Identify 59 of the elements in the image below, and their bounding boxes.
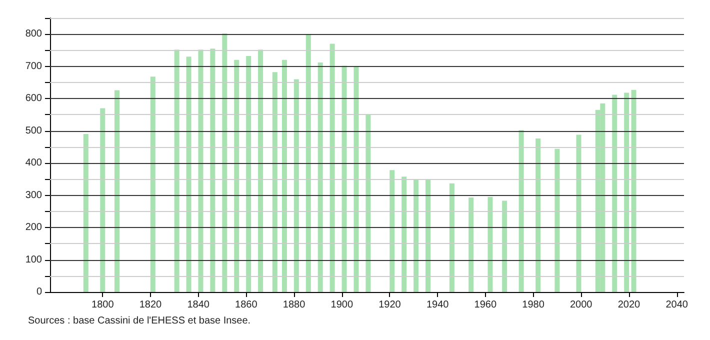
- y-tick-label: 0: [36, 286, 42, 298]
- y-tick-label: 700: [25, 60, 42, 72]
- bar: [414, 179, 419, 292]
- x-tick-label: 1880: [282, 300, 306, 310]
- bar: [536, 138, 541, 292]
- bar: [210, 48, 216, 292]
- bar: [294, 79, 299, 292]
- bar: [468, 198, 474, 292]
- bar: [402, 176, 407, 292]
- bar: [554, 148, 560, 292]
- x-tick-label: 2040: [666, 300, 688, 310]
- bar: [282, 60, 287, 292]
- y-tick-label: 200: [25, 222, 42, 234]
- bar: [390, 170, 395, 292]
- bar: [246, 56, 252, 292]
- bar: [222, 33, 228, 292]
- x-tick-label: 1920: [378, 300, 402, 310]
- x-tick-label: 2020: [618, 300, 641, 310]
- x-tick-label: 1860: [235, 300, 258, 310]
- bar: [318, 62, 323, 292]
- bar: [631, 90, 636, 292]
- x-tick-label: 1940: [426, 300, 450, 310]
- bar: [330, 44, 335, 292]
- bar: [342, 66, 347, 292]
- x-tick-label: 1800: [92, 300, 114, 310]
- bar: [576, 134, 582, 292]
- y-tick-label: 100: [25, 254, 42, 266]
- x-tick-label: 2000: [570, 300, 593, 310]
- bar: [83, 134, 88, 292]
- y-tick-label: 800: [25, 28, 42, 40]
- bar: [488, 196, 493, 292]
- y-tick-label: 600: [25, 93, 42, 104]
- bar: [198, 50, 204, 292]
- bar: [426, 179, 431, 292]
- bar: [100, 108, 106, 292]
- y-tick-label: 500: [25, 125, 42, 136]
- y-tick-label: 400: [25, 158, 42, 169]
- x-tick-label: 1900: [330, 300, 354, 310]
- bar: [174, 50, 180, 292]
- bar: [234, 60, 240, 292]
- bar: [258, 50, 264, 292]
- bar: [114, 90, 120, 292]
- x-tick-label: 1820: [139, 300, 162, 310]
- x-tick-label: 1980: [522, 300, 545, 310]
- bar: [518, 130, 524, 292]
- bar: [502, 200, 508, 292]
- y-tick-label: 300: [25, 190, 42, 201]
- bar: [449, 183, 454, 292]
- bar: [612, 94, 618, 292]
- bar: [306, 34, 311, 292]
- bar: [366, 114, 371, 292]
- bar: [150, 76, 156, 292]
- bar: [624, 92, 630, 292]
- bar: [186, 56, 192, 292]
- x-tick-label: 1840: [187, 300, 210, 310]
- bar: [272, 72, 278, 292]
- source-note: Sources : base Cassini de l'EHESS et base Insee.: [28, 316, 251, 326]
- bar: [354, 67, 359, 292]
- x-tick-label: 1960: [474, 300, 497, 310]
